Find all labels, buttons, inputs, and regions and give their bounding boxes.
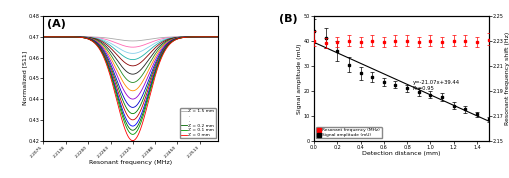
- Y-axis label: Normalized [S11]: Normalized [S11]: [22, 51, 27, 105]
- X-axis label: Resonant frequency (MHz): Resonant frequency (MHz): [89, 160, 172, 165]
- Text: (A): (A): [47, 19, 66, 28]
- Y-axis label: Signal amplitude (mU): Signal amplitude (mU): [297, 43, 302, 114]
- Y-axis label: Resonant frequency shift (Hz): Resonant frequency shift (Hz): [505, 32, 509, 125]
- Legend: Z = 1.5 mm, ., ., Z = 0.2 mm, Z = 0.1 mm, Z = 0 mm: Z = 1.5 mm, ., ., Z = 0.2 mm, Z = 0.1 mm…: [180, 108, 216, 138]
- Text: (B): (B): [279, 14, 298, 23]
- Legend: Resonant frequency (MHz), Signal amplitude (mU): Resonant frequency (MHz), Signal amplitu…: [316, 127, 382, 138]
- X-axis label: Detection distance (mm): Detection distance (mm): [362, 151, 441, 156]
- Text: y=-21.07x+39.44
R²=0.95: y=-21.07x+39.44 R²=0.95: [413, 80, 460, 91]
